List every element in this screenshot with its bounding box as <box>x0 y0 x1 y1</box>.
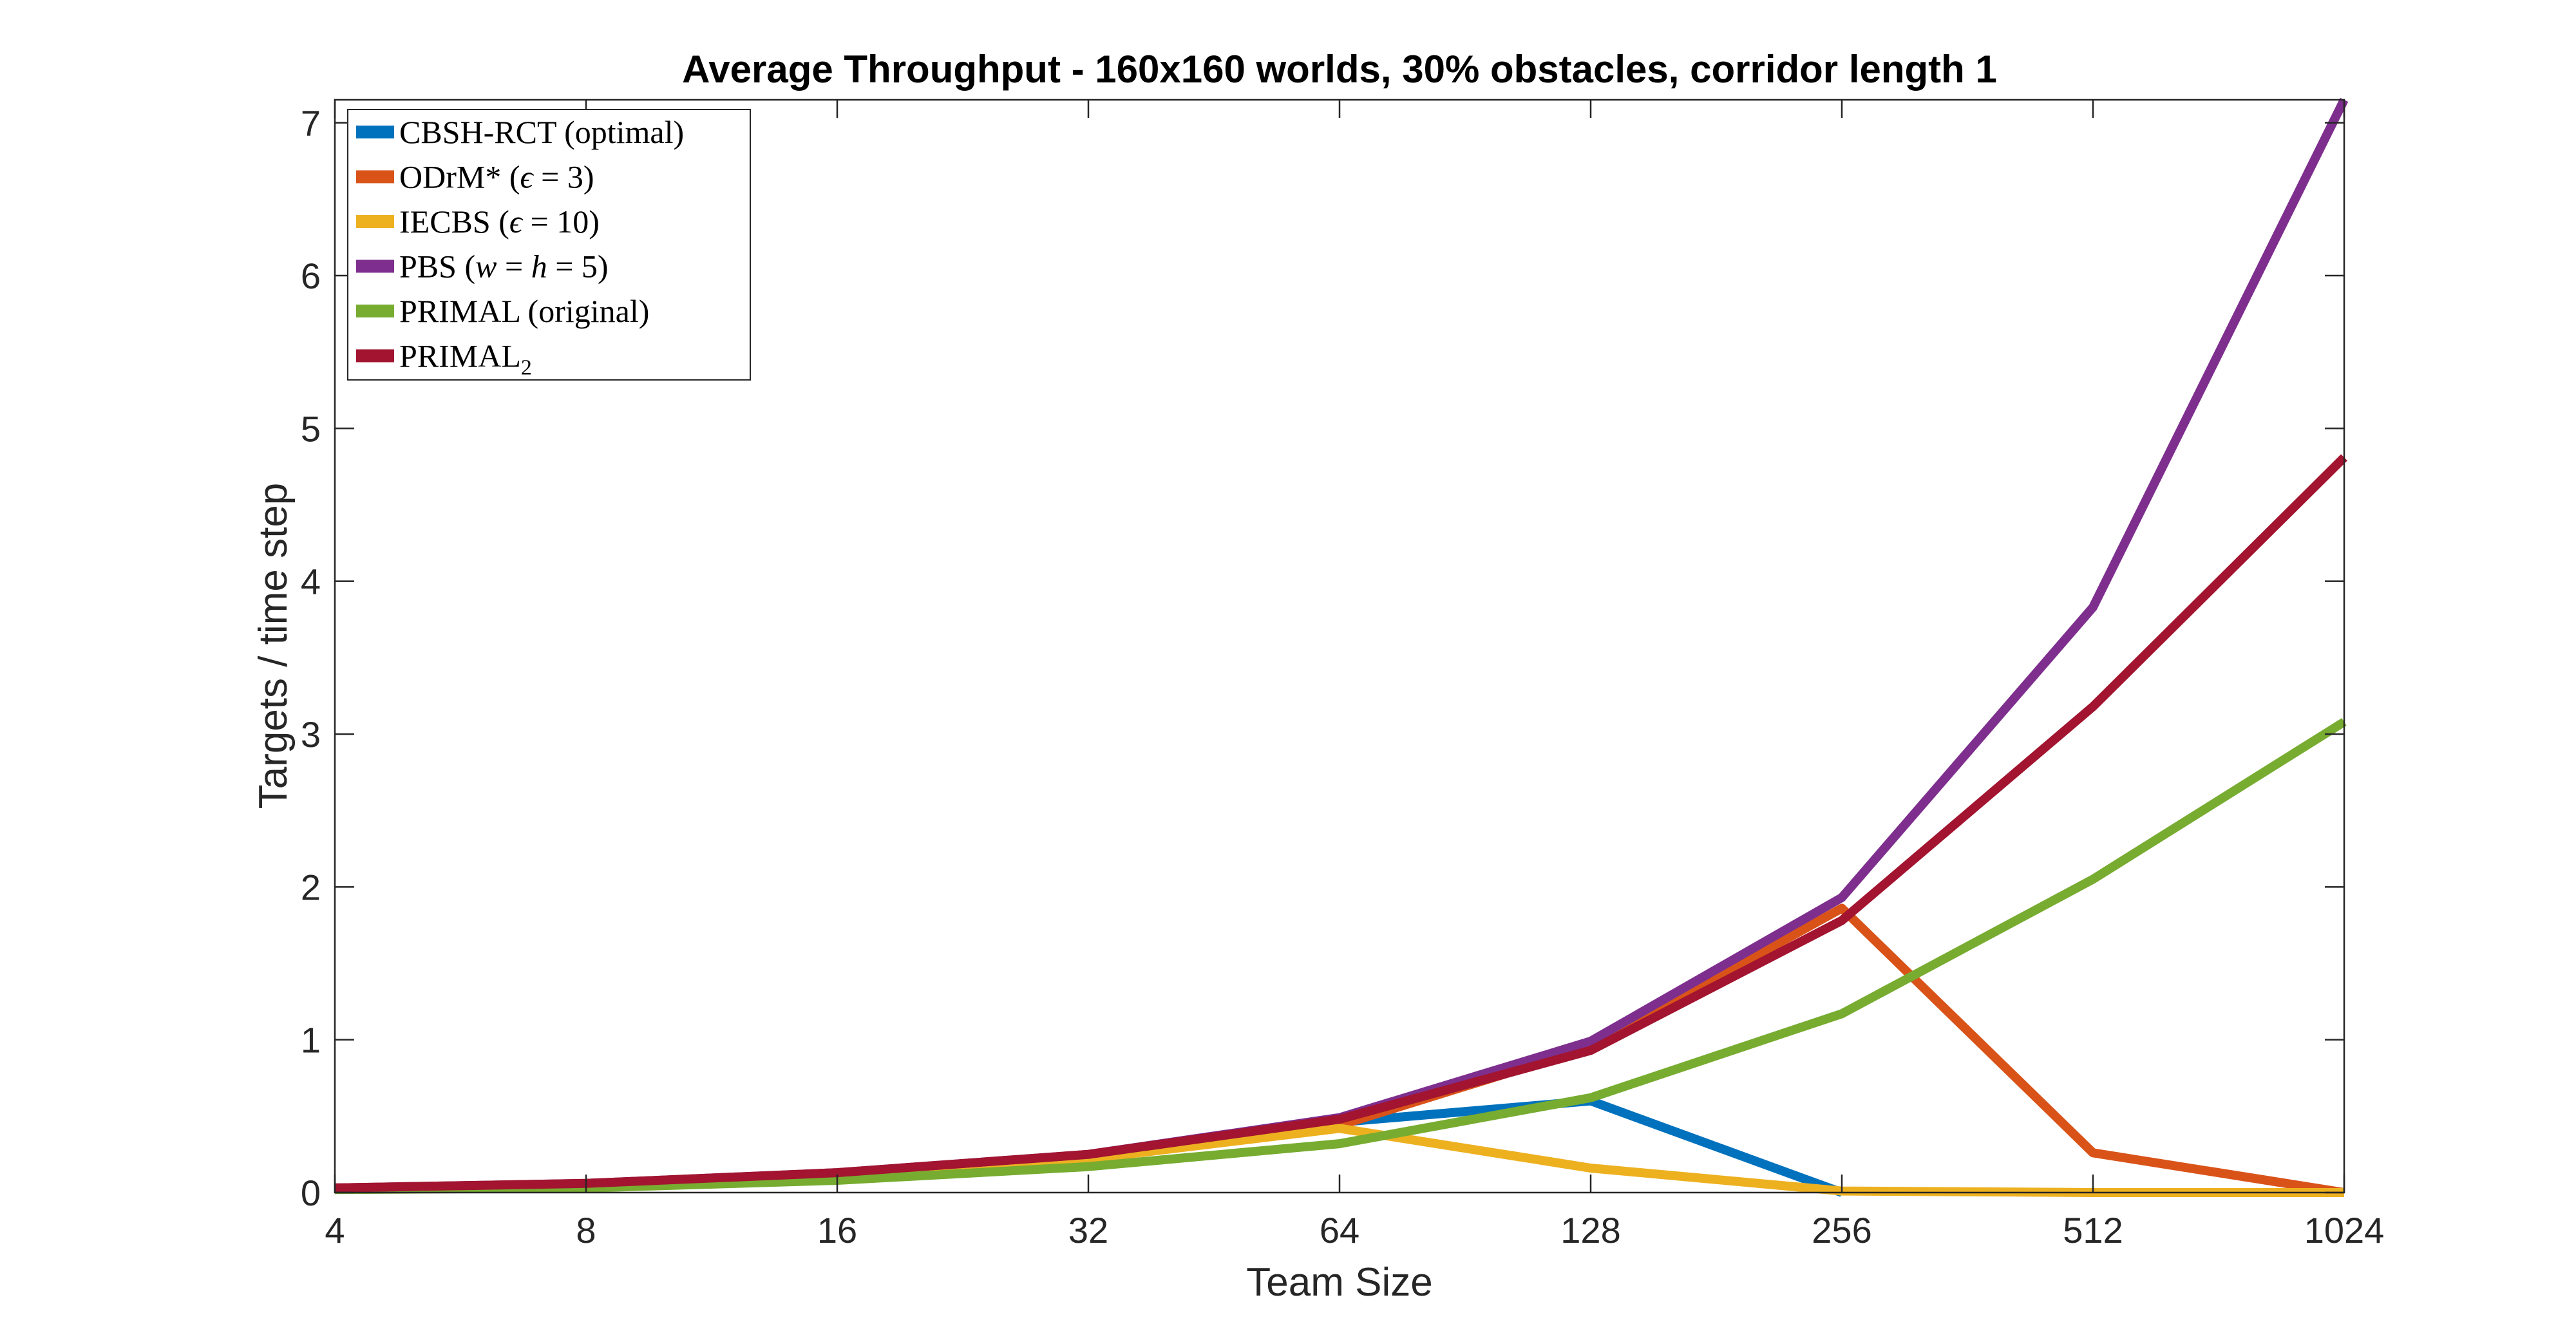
series-line-6 <box>334 454 2347 1193</box>
x-tick-label: 256 <box>1812 1210 1871 1251</box>
x-tick-label: 128 <box>1560 1210 1620 1251</box>
y-tick-label: 7 <box>301 103 321 144</box>
legend-box <box>347 109 751 381</box>
legend-label: CBSH-RCT (optimal) <box>399 114 684 150</box>
y-tick-label: 0 <box>301 1173 321 1213</box>
x-tick-label: 1024 <box>2304 1210 2385 1251</box>
series-line-5 <box>334 718 2347 1194</box>
y-tick-label: 4 <box>301 562 321 602</box>
x-tick-label: 64 <box>1320 1210 1359 1251</box>
y-tick-label: 3 <box>301 714 321 755</box>
legend-label: IECBS (ϵ = 10) <box>399 203 600 240</box>
legend-label: PRIMAL2 <box>399 338 532 380</box>
x-tick-label: 8 <box>576 1210 596 1251</box>
y-tick-label: 1 <box>301 1020 321 1061</box>
legend-label: PRIMAL (original) <box>399 293 649 329</box>
legend-label: ODrM* (ϵ = 3) <box>399 159 594 195</box>
x-tick-label: 4 <box>325 1210 345 1251</box>
x-tick-label: 512 <box>2063 1210 2123 1251</box>
chart-title: Average Throughput - 160x160 worlds, 30%… <box>682 48 1997 91</box>
x-axis-label: Team Size <box>1246 1260 1432 1305</box>
x-tick-label: 32 <box>1068 1210 1108 1251</box>
axis-ticks: 4 8 16 32 64 128 256 512 1024 0 1 2 3 4 5 6 7 <box>301 100 2384 1251</box>
series-lines <box>334 97 2349 1197</box>
y-tick-label: 5 <box>301 408 321 449</box>
y-tick-label: 6 <box>301 256 321 296</box>
legend: CBSH-RCT (optimal) ODrM* (ϵ = 3) IECBS (ϵ … <box>347 109 751 381</box>
x-tick-label: 16 <box>817 1210 857 1251</box>
series-line-2 <box>334 903 2345 1197</box>
y-tick-label: 2 <box>301 867 321 907</box>
legend-label: PBS (w = h = 5) <box>399 249 609 285</box>
y-axis-label: Targets / time step <box>251 483 296 809</box>
